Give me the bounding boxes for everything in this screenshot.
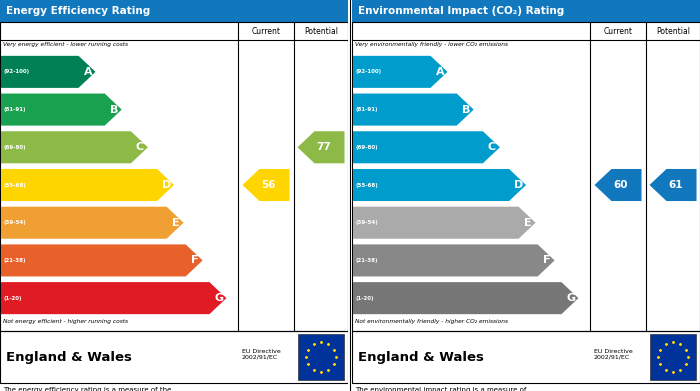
Bar [0, 331, 348, 383]
Text: 77: 77 [316, 142, 330, 152]
Text: Very energy efficient - lower running costs: Very energy efficient - lower running co… [3, 42, 128, 47]
Text: G: G [566, 293, 575, 303]
Text: (69-80): (69-80) [356, 145, 379, 150]
Text: England & Wales: England & Wales [6, 350, 132, 364]
Text: E: E [524, 218, 531, 228]
Bar [0, 0, 348, 22]
Polygon shape [1, 282, 226, 314]
Polygon shape [1, 169, 174, 201]
Polygon shape [1, 244, 202, 276]
Text: D: D [162, 180, 172, 190]
Text: Potential: Potential [656, 27, 690, 36]
Text: Not environmentally friendly - higher CO₂ emissions: Not environmentally friendly - higher CO… [355, 319, 508, 323]
Text: 60: 60 [613, 180, 628, 190]
Text: F: F [542, 255, 550, 265]
Polygon shape [353, 244, 554, 276]
Polygon shape [1, 207, 183, 239]
Text: Environmental Impact (CO₂) Rating: Environmental Impact (CO₂) Rating [358, 6, 564, 16]
Text: B: B [462, 104, 470, 115]
Text: Very environmentally friendly - lower CO₂ emissions: Very environmentally friendly - lower CO… [355, 42, 508, 47]
Text: (69-80): (69-80) [4, 145, 27, 150]
Polygon shape [650, 169, 696, 201]
Bar [352, 22, 700, 331]
Text: B: B [110, 104, 118, 115]
Text: Potential: Potential [304, 27, 338, 36]
Polygon shape [242, 169, 290, 201]
Text: England & Wales: England & Wales [358, 350, 484, 364]
Text: (55-68): (55-68) [356, 183, 379, 188]
Polygon shape [298, 131, 344, 163]
Text: (39-54): (39-54) [356, 220, 379, 225]
Text: C: C [488, 142, 496, 152]
Polygon shape [1, 56, 95, 88]
Text: (39-54): (39-54) [4, 220, 27, 225]
Text: F: F [190, 255, 198, 265]
Bar [0, 22, 348, 331]
Text: 56: 56 [261, 180, 276, 190]
Bar [298, 334, 344, 380]
Text: E: E [172, 218, 179, 228]
Polygon shape [1, 93, 122, 126]
Text: (55-68): (55-68) [4, 183, 27, 188]
Text: (81-91): (81-91) [4, 107, 27, 112]
Bar [352, 331, 700, 383]
Polygon shape [353, 93, 474, 126]
Text: D: D [514, 180, 524, 190]
Text: G: G [214, 293, 224, 303]
Text: Current: Current [251, 27, 281, 36]
Text: (1-20): (1-20) [4, 296, 22, 301]
Polygon shape [353, 282, 578, 314]
Polygon shape [353, 56, 447, 88]
Text: (92-100): (92-100) [4, 69, 30, 74]
Text: EU Directive
2002/91/EC: EU Directive 2002/91/EC [242, 349, 281, 359]
Text: Current: Current [603, 27, 633, 36]
Text: The energy efficiency rating is a measure of the
overall efficiency of a home. T: The energy efficiency rating is a measur… [3, 387, 179, 391]
Text: A: A [435, 67, 444, 77]
Text: 61: 61 [668, 180, 682, 190]
Text: Not energy efficient - higher running costs: Not energy efficient - higher running co… [3, 319, 128, 323]
Text: C: C [136, 142, 144, 152]
Polygon shape [1, 131, 148, 163]
Text: (81-91): (81-91) [356, 107, 379, 112]
Text: (21-38): (21-38) [4, 258, 27, 263]
Text: The environmental impact rating is a measure of
a home's impact on the environme: The environmental impact rating is a mea… [355, 387, 527, 391]
Bar [352, 0, 700, 22]
Polygon shape [353, 169, 526, 201]
Text: (1-20): (1-20) [356, 296, 374, 301]
Polygon shape [353, 207, 536, 239]
Text: EU Directive
2002/91/EC: EU Directive 2002/91/EC [594, 349, 633, 359]
Text: Energy Efficiency Rating: Energy Efficiency Rating [6, 6, 150, 16]
Text: A: A [83, 67, 92, 77]
Polygon shape [353, 131, 500, 163]
Text: (21-38): (21-38) [356, 258, 379, 263]
Bar [650, 334, 696, 380]
Text: (92-100): (92-100) [356, 69, 382, 74]
Polygon shape [594, 169, 641, 201]
